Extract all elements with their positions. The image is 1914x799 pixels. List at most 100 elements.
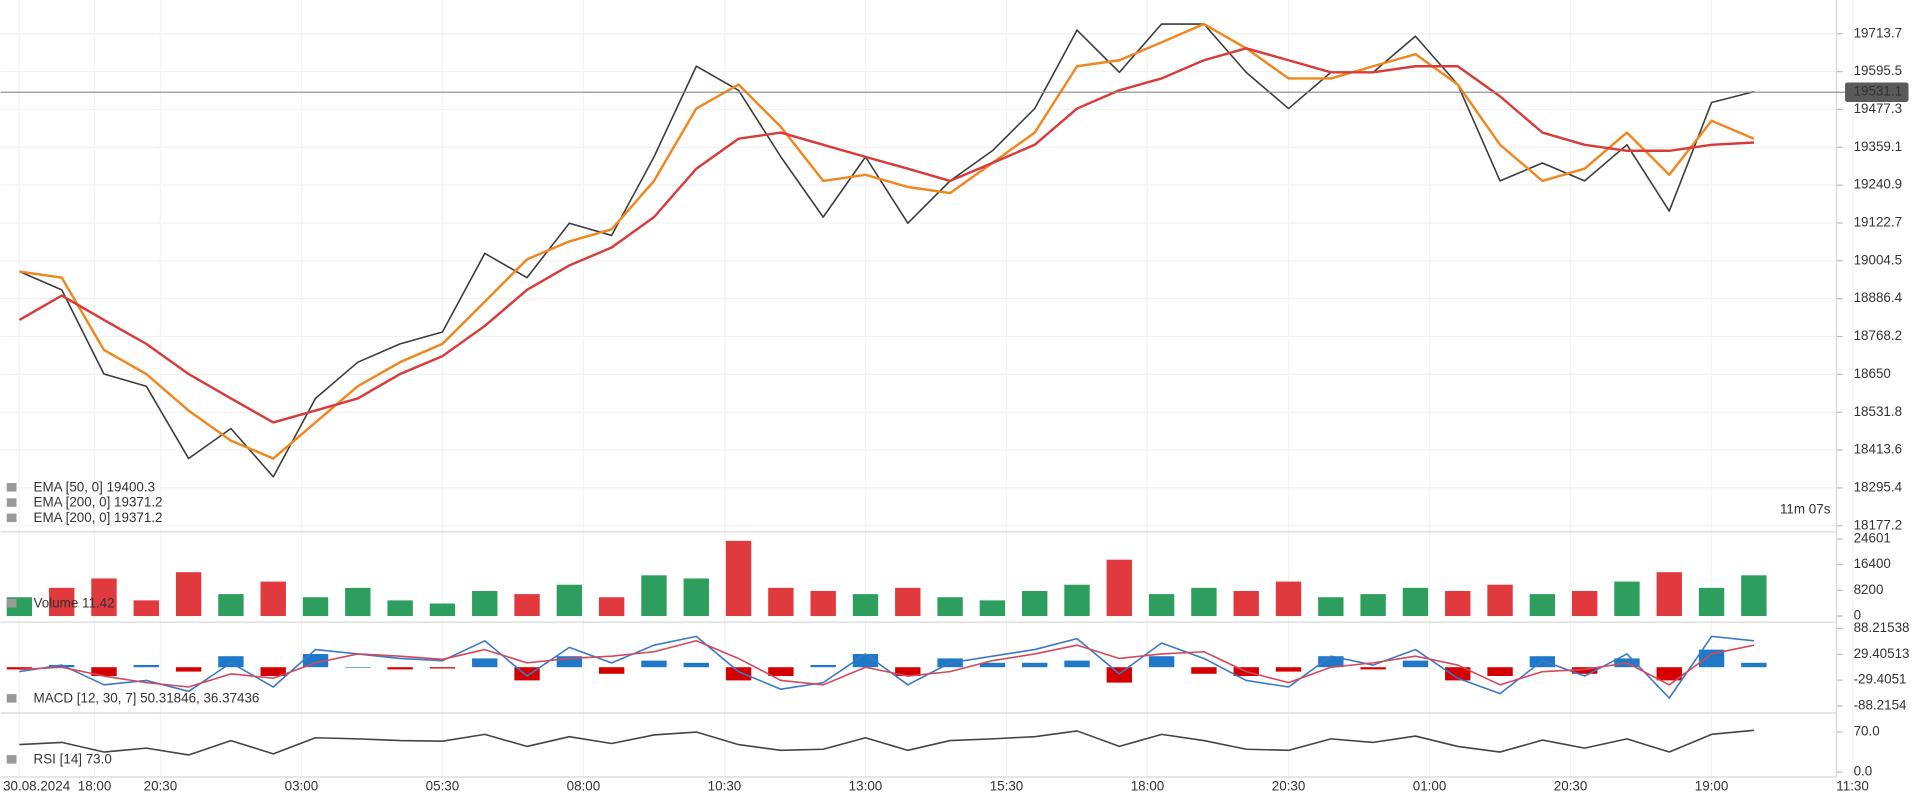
bar: [1402, 660, 1429, 668]
bar: [1656, 667, 1682, 681]
indicator-label: MACD [12, 30, 7] 50.31846, 36.37436: [34, 691, 260, 706]
indicator-label: Volume 11.42: [34, 595, 115, 610]
bar: [387, 600, 413, 617]
bar: [302, 597, 329, 617]
bar: [1233, 590, 1259, 617]
x-tick-label: 01:00: [1413, 778, 1447, 793]
line: [19, 635, 1755, 699]
bar: [1318, 597, 1344, 617]
x-tick-label: 20:30: [144, 778, 178, 793]
y-tick-label: 18886.4: [1854, 290, 1903, 305]
bar: [1360, 667, 1386, 670]
y-tick-label: 18650: [1854, 366, 1891, 381]
legend-icon: [6, 513, 17, 523]
y-tick-label: 24601: [1854, 531, 1891, 546]
line: [18, 47, 1754, 424]
bar: [1148, 594, 1175, 617]
x-tick-label: 15:30: [990, 778, 1024, 793]
x-tick-label: 03:00: [285, 778, 319, 793]
bar: [1445, 667, 1471, 681]
bar: [725, 540, 752, 617]
indicator-icon: [6, 755, 17, 764]
bar: [1064, 584, 1090, 617]
legend-icon: [6, 483, 17, 492]
x-tick-label: 11:30: [1836, 778, 1869, 793]
line: [19, 729, 1755, 756]
bar: [1571, 590, 1598, 617]
bar: [725, 667, 752, 681]
legend-entry: EMA [200, 0] 19371.2: [34, 495, 163, 510]
x-tick-label: 13:00: [849, 778, 883, 793]
legend-icon: [6, 498, 17, 507]
bar: [472, 590, 498, 617]
y-tick-label: 0.0: [1854, 764, 1873, 779]
indicator-icon: [6, 598, 17, 608]
indicator-icon: [6, 694, 17, 703]
y-tick-label: 18177.2: [1854, 517, 1902, 532]
bar: [556, 584, 583, 617]
bar: [937, 597, 963, 617]
bar: [49, 587, 75, 617]
bar: [1360, 594, 1386, 617]
bar: [6, 667, 33, 670]
bar: [1656, 572, 1682, 617]
bar: [1445, 590, 1471, 617]
y-tick-label: 19595.5: [1854, 63, 1902, 78]
bar: [91, 578, 117, 617]
y-tick-label: 18531.8: [1854, 404, 1902, 419]
bar: [641, 575, 667, 617]
bar: [302, 654, 329, 668]
bar: [133, 665, 159, 668]
indicator-label: RSI [14] 73.0: [34, 752, 112, 767]
bar: [683, 662, 709, 668]
bar: [810, 590, 836, 617]
bar: [429, 667, 456, 669]
x-tick-label: 18:00: [1131, 778, 1165, 793]
bar: [472, 658, 498, 668]
y-tick-label: 19004.5: [1854, 252, 1902, 267]
bar: [1275, 581, 1302, 617]
line: [19, 639, 1755, 688]
bar: [91, 667, 117, 676]
bar: [1191, 587, 1217, 617]
bar: [979, 600, 1006, 617]
y-tick-label: 18295.4: [1854, 479, 1903, 494]
bar: [1741, 662, 1767, 668]
line: [19, 22, 1755, 460]
y-tick-label: 29.40513: [1854, 646, 1910, 661]
bar: [852, 654, 879, 668]
x-tick-label: 18:00: [78, 778, 112, 793]
bar: [768, 587, 794, 617]
bar: [979, 662, 1006, 668]
bar: [768, 667, 794, 676]
legend-entry: EMA [200, 0] 19371.2: [34, 510, 163, 525]
bar: [1487, 584, 1513, 617]
x-tick-label: 10:30: [708, 778, 742, 793]
x-tick-label: 20:30: [1272, 778, 1306, 793]
bar: [1022, 590, 1048, 617]
y-tick-label: 18413.6: [1854, 442, 1902, 457]
y-tick-label: 70.0: [1854, 724, 1880, 739]
y-tick-label: 16400: [1854, 556, 1891, 571]
y-tick-label: 19240.9: [1854, 177, 1902, 192]
bar: [429, 603, 456, 617]
y-tick-label: 19122.7: [1854, 215, 1902, 230]
x-tick-label: 05:30: [426, 778, 460, 793]
y-tick-label: 0: [1854, 608, 1861, 623]
bar: [49, 665, 75, 668]
y-tick-label: 19713.7: [1854, 25, 1902, 40]
bar: [1614, 581, 1640, 617]
x-tick-label: 30.08.2024: [3, 778, 71, 793]
bar: [1148, 656, 1175, 668]
bar: [175, 667, 202, 672]
bar: [218, 594, 244, 617]
bar: [1106, 667, 1133, 683]
bar: [683, 578, 709, 617]
y-tick-label: 18768.2: [1854, 328, 1902, 343]
bar: [598, 667, 625, 674]
grid-layer: [0, 0, 1854, 778]
bar: [1529, 594, 1556, 617]
y-tick-label: 8200: [1854, 582, 1884, 597]
bar: [133, 600, 159, 617]
bar: [514, 594, 540, 617]
